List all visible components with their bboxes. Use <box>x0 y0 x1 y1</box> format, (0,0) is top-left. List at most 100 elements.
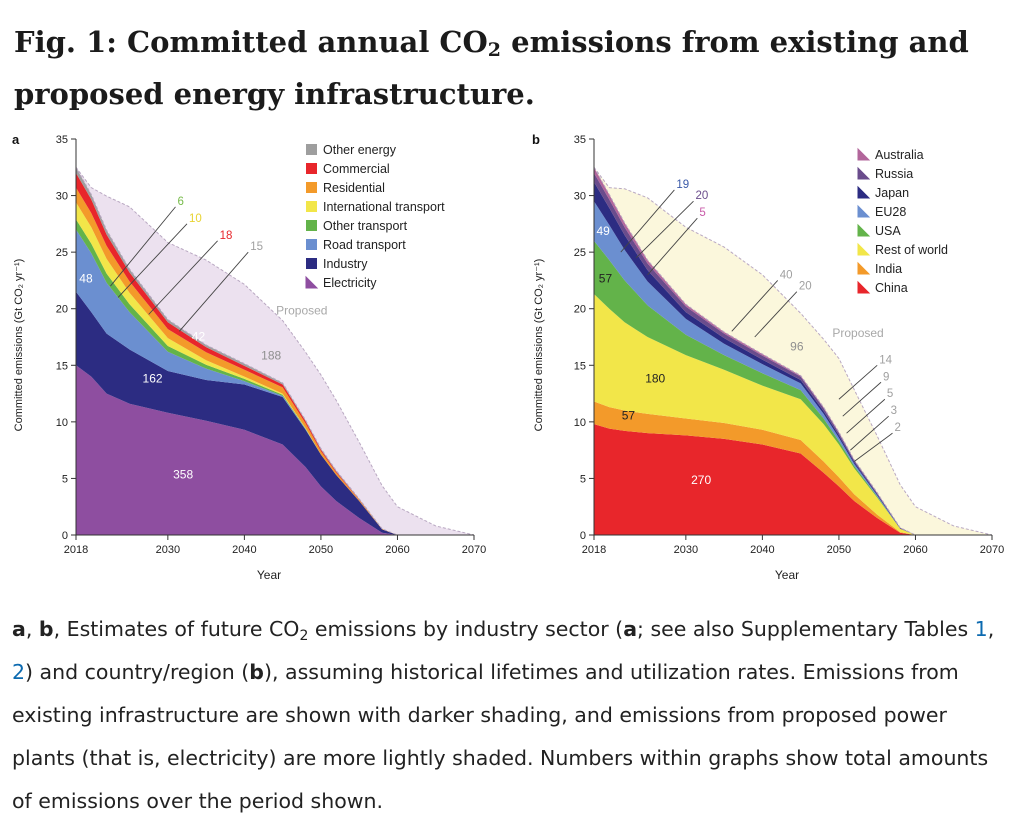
legend-label-residential: Residential <box>323 181 385 195</box>
callout-value-label: 5 <box>699 207 705 219</box>
x-axis-label: Year <box>257 568 281 582</box>
y-axis-label: Committed emissions (Gt CO₂ yr⁻¹) <box>533 259 545 432</box>
area-total-label: 188 <box>261 349 281 363</box>
caption-text-4: ) and country/region ( <box>25 660 250 684</box>
callout-value-label: 40 <box>780 269 793 281</box>
callout-leader-line <box>842 381 882 417</box>
legend-label-rest-of-world: Rest of world <box>875 243 948 257</box>
figure-title: Fig. 1: Committed annual CO2 emissions f… <box>14 16 1014 120</box>
y-tick-label: 0 <box>62 530 68 542</box>
area-total-label: 42 <box>192 329 206 343</box>
callout-value-label: 18 <box>220 230 233 242</box>
y-tick-label: 15 <box>56 360 68 372</box>
legend-swatch-electricity <box>305 275 319 289</box>
legend-swatch-road-transport <box>306 239 317 250</box>
caption-text-5: ), assuming historical lifetimes and uti… <box>12 660 989 813</box>
callout-leader-line <box>731 280 779 332</box>
chart-panel-a: a 0 5 10 15 20 25 30 35 2018 2030 2040 2050 2060 2070 Y… <box>12 132 486 582</box>
x-tick-label: 2040 <box>750 544 774 556</box>
caption-separator-2: , <box>987 617 995 641</box>
caption-text-3: ; see also Supplementary Tables <box>637 617 975 641</box>
area-total-label: 96 <box>790 340 804 354</box>
x-tick-label: 2018 <box>64 544 88 556</box>
legend-swatch-rest-of-world <box>857 242 871 256</box>
caption-panel-b: b <box>38 617 54 641</box>
y-tick-label: 20 <box>56 304 68 316</box>
y-tick-label: 10 <box>56 417 68 429</box>
callout-value-label: 10 <box>189 213 202 225</box>
y-tick-label: 30 <box>574 191 586 203</box>
x-tick-label: 2018 <box>582 544 606 556</box>
area-rest-of-world <box>594 294 992 535</box>
legend-label-russia: Russia <box>875 167 913 181</box>
area-total-label: 57 <box>622 409 636 423</box>
legend: Australia Russia Japan EU28 USA Rest of world… <box>857 147 948 295</box>
callout-leader-line <box>110 206 176 287</box>
y-tick-label: 25 <box>56 247 68 259</box>
y-tick-label: 0 <box>580 530 586 542</box>
caption-text-2: emissions by industry sector ( <box>308 617 624 641</box>
callout-leader-line <box>838 364 878 400</box>
legend-swatch-residential <box>306 182 317 193</box>
stacked-areas <box>593 166 993 536</box>
legend-label-china: China <box>875 281 908 295</box>
legend-swatch-commercial <box>306 163 317 174</box>
y-tick-label: 30 <box>56 191 68 203</box>
area-total-label: 49 <box>597 224 611 238</box>
proposed-annotation: Proposed <box>276 303 327 317</box>
legend-label-international-transport: International transport <box>323 200 445 214</box>
y-tick-label: 5 <box>62 473 68 485</box>
callout-value-label: 2 <box>895 422 901 434</box>
callout-value-label: 20 <box>799 281 812 293</box>
legend-swatch-eu28 <box>857 204 871 218</box>
callout-leader-line <box>647 217 698 276</box>
legend-swatch-usa <box>857 223 871 237</box>
callout-leader-line <box>148 240 218 315</box>
callout-value-label: 9 <box>883 371 889 383</box>
legend-label-commercial: Commercial <box>323 162 390 176</box>
x-tick-label: 2060 <box>903 544 927 556</box>
caption-text-1: , Estimates of future CO <box>53 617 300 641</box>
callout-leader-line <box>846 398 886 434</box>
x-tick-label: 2030 <box>156 544 180 556</box>
supplementary-table-1-link[interactable]: 1 <box>974 617 988 641</box>
y-tick-label: 5 <box>580 473 586 485</box>
x-tick-label: 2040 <box>232 544 256 556</box>
legend-label-industry: Industry <box>323 257 368 271</box>
legend-label-electricity: Electricity <box>323 276 377 290</box>
caption-panel-a-ref: a <box>623 617 638 641</box>
figure-title-subscript: 2 <box>487 39 502 61</box>
legend-swatch-china <box>857 280 871 294</box>
legend-label-usa: USA <box>875 224 901 238</box>
area-total-label: 358 <box>173 467 193 481</box>
y-tick-label: 15 <box>574 360 586 372</box>
x-tick-label: 2070 <box>462 544 486 556</box>
area-usa <box>594 240 992 535</box>
legend-swatch-australia <box>857 147 871 161</box>
y-axis-label: Committed emissions (Gt CO₂ yr⁻¹) <box>13 259 25 432</box>
area-total-label: 162 <box>143 371 163 385</box>
callout-leader-line <box>850 415 889 451</box>
x-tick-label: 2060 <box>385 544 409 556</box>
legend-label-road-transport: Road transport <box>323 238 406 252</box>
caption-separator: , <box>25 617 39 641</box>
legend-label-other-energy: Other energy <box>323 143 397 157</box>
area-total-label: 270 <box>691 473 711 487</box>
y-tick-label: 25 <box>574 247 586 259</box>
figure-caption: a, b, Estimates of future CO2 emissions … <box>12 608 1012 823</box>
callout-value-label: 3 <box>891 405 897 417</box>
supplementary-table-2-link[interactable]: 2 <box>12 660 26 684</box>
callout-value-label: 14 <box>879 354 892 366</box>
x-tick-label: 2050 <box>309 544 333 556</box>
legend-label-india: India <box>875 262 902 276</box>
caption-subscript: 2 <box>299 628 309 644</box>
legend-label-japan: Japan <box>875 186 909 200</box>
legend-label-eu28: EU28 <box>875 205 906 219</box>
area-total-label: 48 <box>79 272 93 286</box>
area-total-label: 180 <box>645 371 665 385</box>
figure-title-suffix: emissions from existing and proposed ene… <box>14 25 969 111</box>
area-electricity <box>76 365 474 535</box>
callout-value-label: 20 <box>696 190 709 202</box>
legend: Other energy Commercial Residential Interna… <box>305 143 445 290</box>
